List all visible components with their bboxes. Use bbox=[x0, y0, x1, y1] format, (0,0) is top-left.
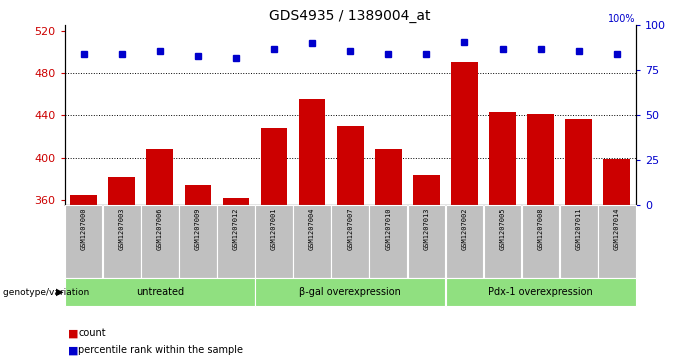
Bar bbox=[483, 205, 522, 278]
Title: GDS4935 / 1389004_at: GDS4935 / 1389004_at bbox=[269, 9, 431, 23]
Bar bbox=[451, 62, 478, 205]
Text: β-gal overexpression: β-gal overexpression bbox=[299, 287, 401, 297]
Bar bbox=[337, 126, 364, 205]
Bar bbox=[603, 159, 630, 205]
Bar bbox=[445, 278, 636, 306]
Bar bbox=[407, 205, 445, 278]
Text: GSM1207003: GSM1207003 bbox=[119, 207, 124, 250]
Bar bbox=[331, 205, 369, 278]
Bar bbox=[489, 112, 516, 205]
Bar bbox=[527, 114, 554, 205]
Bar bbox=[598, 205, 636, 278]
Text: Pdx-1 overexpression: Pdx-1 overexpression bbox=[488, 287, 593, 297]
Text: count: count bbox=[78, 328, 106, 338]
Text: GSM1207008: GSM1207008 bbox=[538, 207, 543, 250]
Bar bbox=[413, 175, 440, 205]
Text: 100%: 100% bbox=[609, 14, 636, 24]
Bar bbox=[179, 205, 217, 278]
Bar bbox=[260, 128, 288, 205]
Text: percentile rank within the sample: percentile rank within the sample bbox=[78, 345, 243, 355]
Bar bbox=[293, 205, 331, 278]
Text: GSM1207010: GSM1207010 bbox=[386, 207, 391, 250]
Text: GSM1207009: GSM1207009 bbox=[195, 207, 201, 250]
Bar bbox=[560, 205, 598, 278]
Bar bbox=[222, 198, 250, 205]
Text: GSM1207000: GSM1207000 bbox=[81, 207, 86, 250]
Text: GSM1207001: GSM1207001 bbox=[271, 207, 277, 250]
Bar bbox=[255, 278, 445, 306]
Bar bbox=[217, 205, 255, 278]
Bar bbox=[255, 205, 293, 278]
Text: GSM1207002: GSM1207002 bbox=[462, 207, 467, 250]
Bar bbox=[375, 149, 402, 205]
Bar bbox=[146, 149, 173, 205]
Bar bbox=[65, 278, 255, 306]
Bar bbox=[369, 205, 407, 278]
Bar bbox=[108, 176, 135, 205]
Text: GSM1207004: GSM1207004 bbox=[309, 207, 315, 250]
Bar bbox=[565, 119, 592, 205]
Text: ■: ■ bbox=[68, 328, 78, 338]
Bar bbox=[70, 195, 97, 205]
Bar bbox=[299, 99, 326, 205]
Text: GSM1207007: GSM1207007 bbox=[347, 207, 353, 250]
Text: GSM1207006: GSM1207006 bbox=[157, 207, 163, 250]
Bar bbox=[65, 205, 103, 278]
Bar bbox=[103, 205, 141, 278]
Text: GSM1207005: GSM1207005 bbox=[500, 207, 505, 250]
Bar bbox=[184, 185, 211, 205]
Text: GSM1207011: GSM1207011 bbox=[576, 207, 581, 250]
Text: GSM1207014: GSM1207014 bbox=[614, 207, 619, 250]
Text: genotype/variation: genotype/variation bbox=[3, 288, 92, 297]
Bar bbox=[522, 205, 560, 278]
Text: GSM1207012: GSM1207012 bbox=[233, 207, 239, 250]
Bar bbox=[141, 205, 179, 278]
Text: GSM1207013: GSM1207013 bbox=[424, 207, 429, 250]
Text: untreated: untreated bbox=[136, 287, 184, 297]
Bar bbox=[445, 205, 483, 278]
Text: ■: ■ bbox=[68, 345, 78, 355]
Text: ▶: ▶ bbox=[56, 287, 64, 297]
